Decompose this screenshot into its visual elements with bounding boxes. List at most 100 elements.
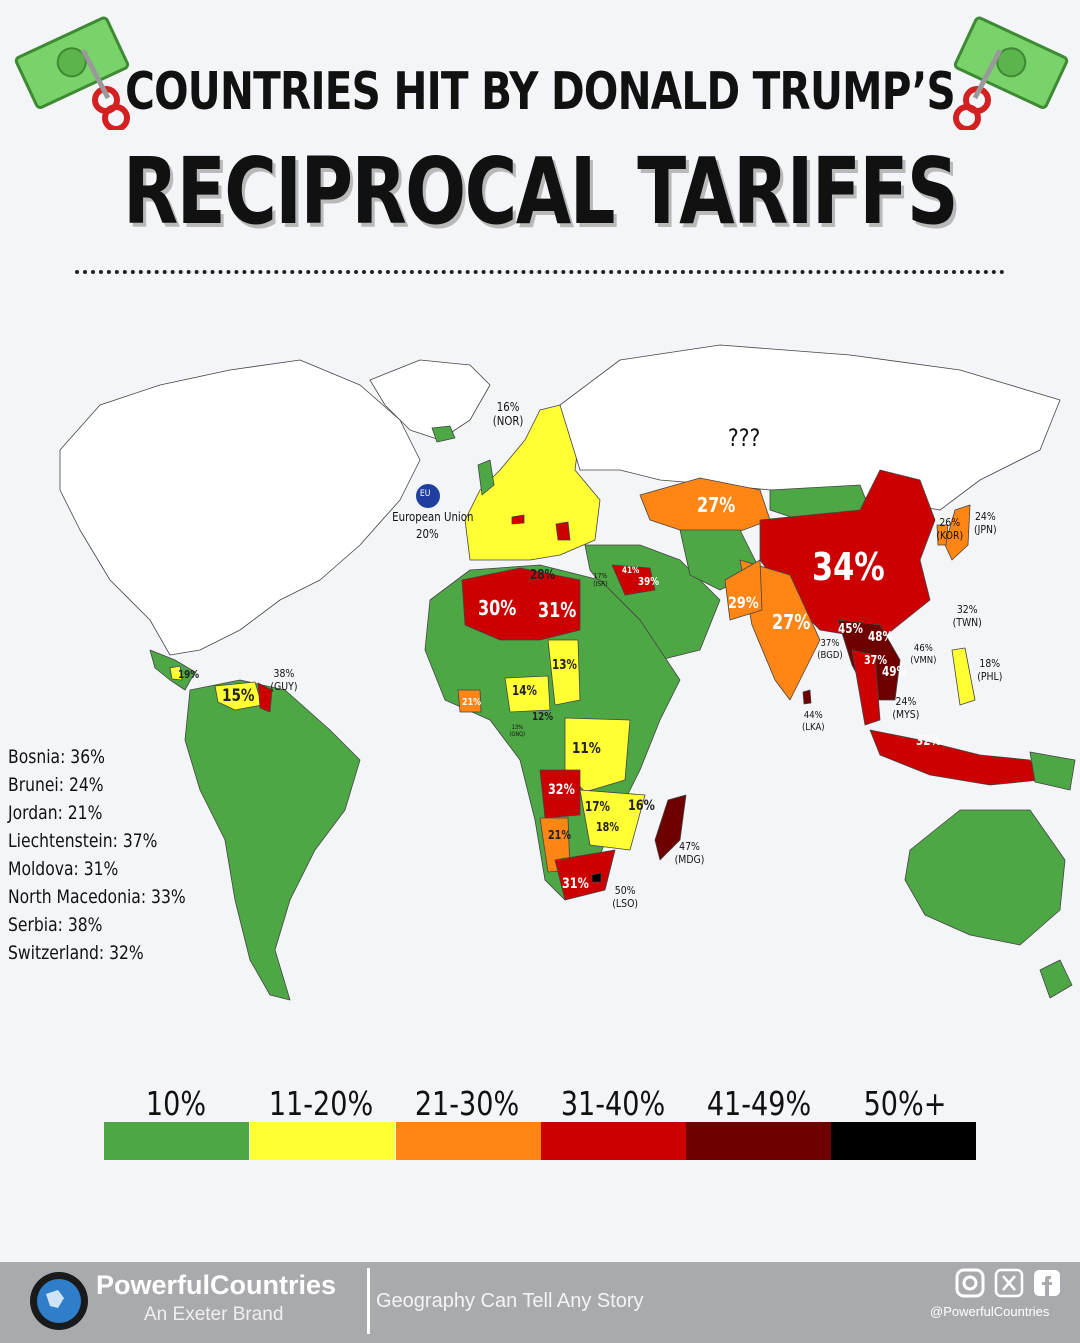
label-libya: 31% bbox=[538, 598, 577, 622]
label-norway: 16% (NOR) bbox=[492, 400, 524, 429]
eu-badge-label: EU bbox=[419, 489, 431, 499]
greenland bbox=[369, 359, 491, 441]
label-madagascar: 47% (MDG) bbox=[674, 840, 705, 867]
label-south-africa: 31% bbox=[562, 876, 589, 892]
iceland bbox=[431, 425, 456, 443]
thailand bbox=[851, 649, 881, 726]
label-pakistan: 29% bbox=[728, 593, 759, 612]
nicaragua bbox=[169, 665, 183, 681]
label-zimbabwe: 18% bbox=[596, 820, 619, 834]
legend-label-50plus: 50%+ bbox=[863, 1084, 947, 1123]
switzerland bbox=[511, 514, 525, 525]
syria-iraq bbox=[611, 564, 656, 596]
eu-flag-icon bbox=[416, 484, 440, 508]
legend-label-41-49: 41-49% bbox=[706, 1084, 812, 1123]
label-iraq: 39% bbox=[638, 575, 660, 588]
label-syria: 41% bbox=[622, 566, 640, 576]
extra-countries-list: Bosnia: 36% Brunei: 24% Jordan: 21% Liec… bbox=[8, 746, 225, 970]
money-scissors-icon bbox=[14, 16, 130, 130]
footer-bar: PowerfulCountries An Exeter Brand Geogra… bbox=[0, 1262, 1080, 1343]
label-vietnam-pct: 49% bbox=[882, 665, 907, 680]
globe-logo-icon bbox=[30, 1272, 88, 1330]
label-vietnam: 46% (VMN) bbox=[910, 643, 937, 666]
label-india: 27% bbox=[772, 610, 811, 634]
money-scissors-icon bbox=[953, 16, 1069, 130]
list-item: North Macedonia: 33% bbox=[8, 886, 186, 908]
north-america bbox=[59, 359, 421, 656]
label-guyana: 38% (GUY) bbox=[270, 667, 298, 694]
social-handle: @PowerfulCountries bbox=[930, 1304, 1050, 1319]
russia bbox=[559, 344, 1061, 511]
label-tunisia: 28% bbox=[530, 568, 555, 583]
label-malaysia: 24% (MYS) bbox=[892, 695, 920, 722]
label-japan: 24% (JPN) bbox=[974, 510, 997, 537]
label-thailand: 37% bbox=[864, 653, 887, 667]
madagascar bbox=[654, 794, 687, 861]
label-myanmar: 45% bbox=[838, 622, 863, 637]
southern-africa-yellow bbox=[579, 789, 646, 851]
label-kazakhstan: 27% bbox=[697, 493, 736, 517]
label-israel: 17% (ISR) bbox=[593, 572, 608, 589]
x-icon[interactable] bbox=[994, 1268, 1024, 1298]
label-namibia: 21% bbox=[548, 828, 571, 842]
label-algeria: 30% bbox=[478, 596, 517, 620]
pakistan bbox=[724, 559, 763, 621]
list-item: Liechtenstein: 37% bbox=[8, 830, 158, 852]
label-russia: ??? bbox=[727, 424, 761, 452]
png bbox=[1029, 751, 1076, 791]
australia bbox=[904, 809, 1066, 946]
label-indonesia: 32% bbox=[916, 734, 941, 749]
title-line-1: COUNTRIES HIT BY DONALD TRUMP’S bbox=[125, 62, 956, 122]
world-map bbox=[59, 344, 1076, 1001]
cote-divoire bbox=[457, 689, 482, 713]
legend-swatch bbox=[250, 1122, 395, 1160]
brand-name: PowerfulCountries bbox=[96, 1270, 337, 1300]
kazakhstan bbox=[639, 477, 771, 536]
label-lesotho: 50% (LSO) bbox=[612, 884, 639, 911]
facebook-icon[interactable] bbox=[1032, 1268, 1062, 1298]
label-bangladesh: 37% (BGD) bbox=[817, 638, 843, 661]
instagram-icon[interactable] bbox=[955, 1268, 985, 1298]
algeria-libya bbox=[461, 567, 581, 641]
list-item: Serbia: 38% bbox=[8, 914, 103, 936]
new-zealand bbox=[1039, 959, 1073, 999]
list-item: Moldova: 31% bbox=[8, 858, 119, 880]
label-drc: 11% bbox=[572, 739, 601, 757]
title-line-2: RECIPROCAL TARIFFS bbox=[123, 138, 958, 245]
tagline: Geography Can Tell Any Story bbox=[376, 1290, 644, 1312]
label-cameroon: 12% bbox=[532, 710, 554, 723]
list-item: Jordan: 21% bbox=[8, 802, 103, 824]
list-item: Switzerland: 32% bbox=[8, 942, 144, 964]
venezuela bbox=[214, 681, 263, 711]
legend-swatch bbox=[104, 1122, 249, 1160]
title-divider bbox=[75, 270, 1005, 274]
label-eu-name: European Union bbox=[392, 510, 474, 524]
label-mozambique: 16% bbox=[628, 798, 655, 814]
label-laos: 48% bbox=[868, 630, 893, 645]
label-chad: 13% bbox=[552, 658, 577, 673]
label-nigeria: 14% bbox=[512, 684, 537, 699]
label-cote-divoire: 21% bbox=[462, 697, 482, 708]
list-item: Brunei: 24% bbox=[8, 774, 104, 796]
uk bbox=[477, 459, 495, 496]
south-africa bbox=[554, 849, 616, 901]
legend-swatch bbox=[396, 1122, 541, 1160]
indonesia bbox=[869, 729, 1041, 786]
label-venezuela: 15% bbox=[222, 686, 255, 706]
legend-swatch bbox=[686, 1122, 831, 1160]
label-china: 34% bbox=[812, 545, 885, 589]
europe bbox=[464, 404, 601, 561]
legend-swatch bbox=[831, 1122, 976, 1160]
brand-subtitle: An Exeter Brand bbox=[144, 1304, 284, 1325]
legend-swatch bbox=[541, 1122, 686, 1160]
lesotho bbox=[591, 872, 602, 883]
korea bbox=[936, 524, 949, 546]
label-korea: 26% (KOR) bbox=[936, 516, 964, 543]
south-america bbox=[184, 679, 361, 1001]
label-taiwan: 32% (TWN) bbox=[952, 603, 982, 630]
legend-label-21-30: 21-30% bbox=[414, 1084, 520, 1123]
footer-divider bbox=[367, 1268, 370, 1334]
list-item: Bosnia: 36% bbox=[8, 746, 105, 768]
label-zambia: 17% bbox=[585, 800, 610, 815]
chad bbox=[547, 639, 581, 706]
